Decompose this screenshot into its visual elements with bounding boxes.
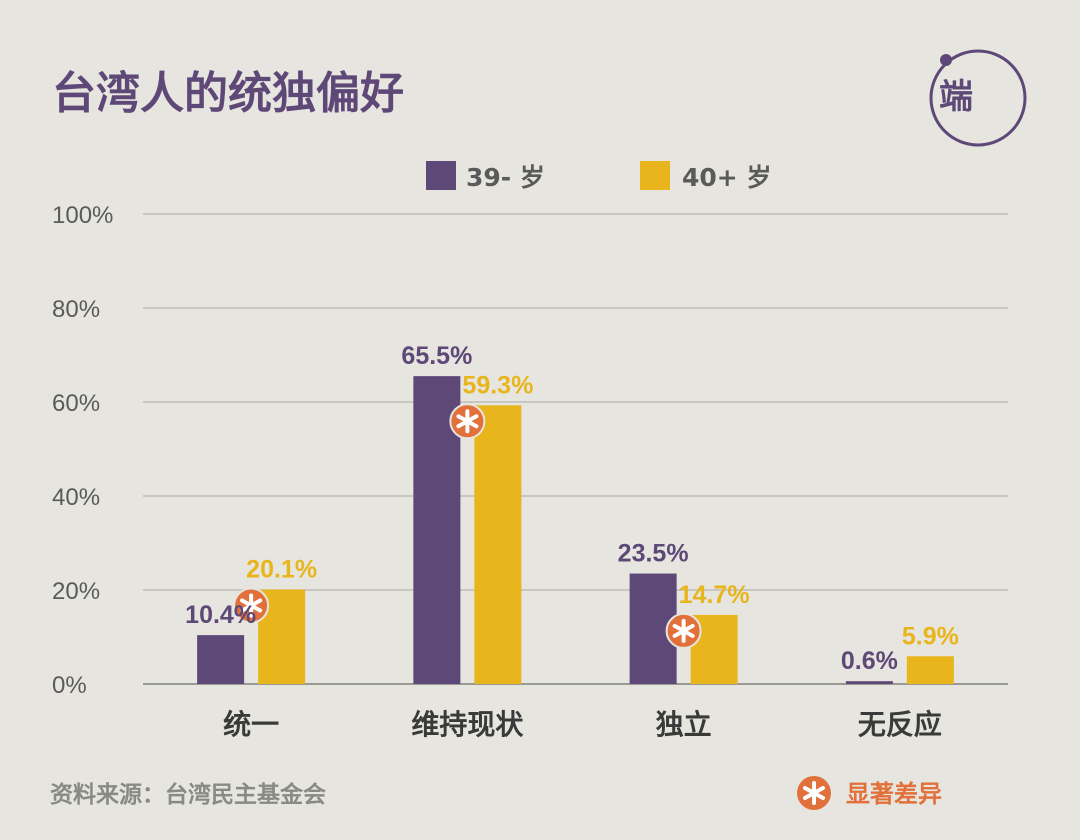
bar-young <box>845 681 893 684</box>
chart-title: 台湾人的统独偏好 <box>52 68 404 119</box>
bar-young <box>197 635 245 684</box>
category-labels: 统一 维持现状 独立 无反应 <box>223 708 942 741</box>
y-tick-label: 100% <box>52 202 113 229</box>
significance-markers <box>233 403 702 649</box>
category-label: 无反应 <box>858 708 942 741</box>
data-label: 65.5% <box>401 342 472 370</box>
bar-old <box>474 405 522 684</box>
y-tick-label: 40% <box>52 484 100 511</box>
data-label: 23.5% <box>618 540 689 568</box>
legend: 39- 岁 40+ 岁 <box>426 161 771 192</box>
legend-swatch-young <box>426 161 456 190</box>
data-label: 5.9% <box>902 622 959 650</box>
y-tick-label: 20% <box>52 578 100 605</box>
y-tick-label: 0% <box>52 672 87 699</box>
data-label: 14.7% <box>679 581 750 609</box>
significance-legend: 显著差异 <box>797 776 942 810</box>
data-label: 10.4% <box>185 601 256 629</box>
y-tick-label: 80% <box>52 296 100 323</box>
source-note: 资料来源：台湾民主基金会 <box>50 781 326 808</box>
significance-legend-label: 显著差异 <box>846 780 942 808</box>
y-axis-ticks: 0% 20% 40% 60% 80% 100% <box>52 202 113 699</box>
bars <box>197 376 954 684</box>
legend-label-young: 39- 岁 <box>466 163 545 192</box>
logo: 端 <box>929 49 1027 147</box>
data-labels: 10.4% 20.1% 65.5%59.3% 23.5% 14.7% 0.6%5.9% <box>185 342 959 675</box>
category-label: 独立 <box>656 708 712 741</box>
logo-text: 端 <box>939 77 973 117</box>
logo-ring <box>929 49 1027 147</box>
data-label: 0.6% <box>841 647 898 675</box>
legend-label-old: 40+ 岁 <box>682 163 771 192</box>
asterisk-icon <box>803 781 825 805</box>
asterisk-icon <box>672 618 695 643</box>
bar-old <box>906 656 954 684</box>
logo-dot <box>940 54 952 66</box>
asterisk-icon <box>456 409 479 434</box>
category-label: 维持现状 <box>411 708 524 741</box>
category-label: 统一 <box>223 708 279 741</box>
asterisk-icon <box>240 593 263 618</box>
data-label: 20.1% <box>246 556 317 584</box>
data-label: 59.3% <box>462 371 533 399</box>
legend-swatch-old <box>640 161 670 190</box>
y-tick-label: 60% <box>52 390 100 417</box>
